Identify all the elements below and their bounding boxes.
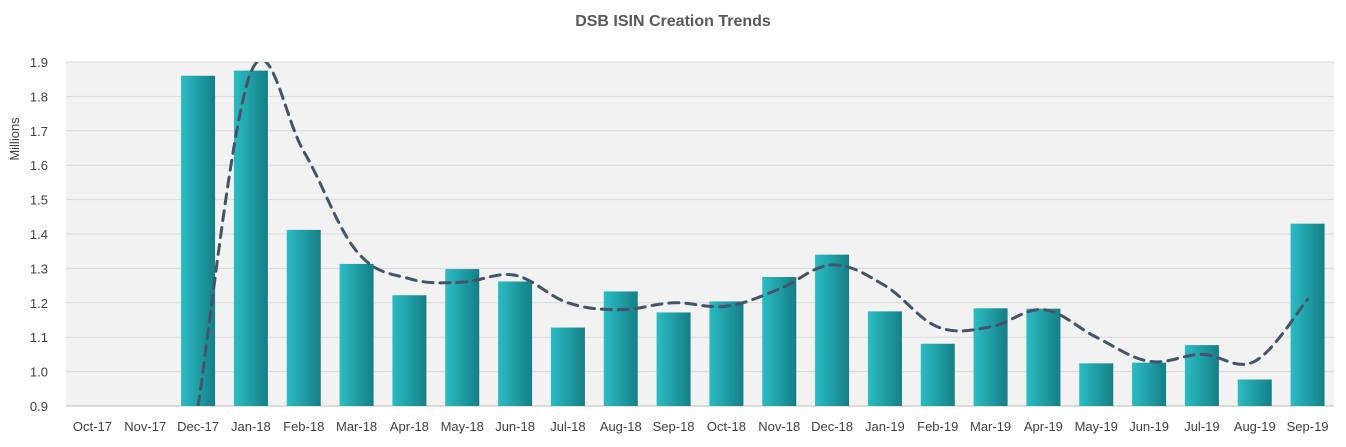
bar-feb-18 [286, 229, 321, 406]
bar-dec-18 [815, 254, 850, 406]
y-tick-label: 1.8 [30, 89, 48, 104]
bar-jan-19 [867, 311, 902, 406]
x-tick-label: Sep-18 [653, 419, 695, 434]
y-tick-label: 1.2 [30, 296, 48, 311]
y-tick-label: 1.5 [30, 193, 48, 208]
x-tick-label: Jan-19 [865, 419, 905, 434]
x-tick-label: Jan-18 [231, 419, 271, 434]
bar-dec-17 [181, 75, 216, 406]
x-tick-label: Dec-17 [177, 419, 219, 434]
bar-jan-18 [233, 70, 268, 406]
x-tick-label: Sep-19 [1287, 419, 1329, 434]
trend-line [196, 62, 1310, 406]
x-tick-label: May-19 [1075, 419, 1118, 434]
y-axis: 0.9 1.0 1.1 1.2 1.3 1.4 1.5 1.6 1.7 1.8 1.9 [30, 55, 48, 414]
bar-may-19 [1079, 363, 1114, 406]
y-tick-label: 1.0 [30, 365, 48, 380]
bar-feb-19 [920, 343, 955, 406]
x-tick-label: Apr-19 [1024, 419, 1063, 434]
x-tick-label: Feb-19 [917, 419, 958, 434]
y-tick-label: 1.3 [30, 261, 48, 276]
bar-aug-19 [1237, 379, 1272, 406]
y-tick-label: 1.4 [30, 227, 48, 242]
x-tick-label: Mar-18 [336, 419, 377, 434]
trend-line-series [196, 62, 1310, 406]
chart-title: DSB ISIN Creation Trends [575, 13, 771, 30]
y-tick-label: 1.7 [30, 124, 48, 139]
x-tick-label: Oct-17 [73, 419, 112, 434]
bar-sep-19 [1290, 223, 1325, 406]
bar-sep-18 [656, 312, 691, 406]
y-tick-label: 1.6 [30, 158, 48, 173]
x-tick-label: Feb-18 [283, 419, 324, 434]
x-axis: Oct-17 Nov-17 Dec-17 Jan-18 Feb-18 Mar-18 Apr-… [73, 419, 1329, 434]
x-tick-label: Mar-19 [970, 419, 1011, 434]
x-tick-label: May-18 [441, 419, 484, 434]
x-tick-label: Oct-18 [707, 419, 746, 434]
x-tick-label: Nov-17 [124, 419, 166, 434]
bar-oct-18 [709, 301, 744, 406]
bar-may-18 [445, 269, 480, 406]
bar-apr-18 [392, 295, 427, 406]
x-tick-label: Jun-19 [1129, 419, 1169, 434]
x-tick-label: Aug-18 [600, 419, 642, 434]
bar-jun-18 [498, 281, 533, 406]
y-tick-label: 0.9 [30, 399, 48, 414]
y-tick-label: 1.1 [30, 330, 48, 345]
bar-nov-18 [762, 277, 797, 406]
bar-mar-18 [339, 263, 374, 406]
y-tick-label: 1.9 [30, 55, 48, 70]
x-tick-label: Jul-18 [550, 419, 585, 434]
x-tick-label: Jun-18 [495, 419, 535, 434]
x-tick-label: Dec-18 [811, 419, 853, 434]
x-tick-label: Nov-18 [758, 419, 800, 434]
x-tick-label: Jul-19 [1184, 419, 1219, 434]
gridlines [66, 61, 1334, 407]
y-axis-title: Millions [7, 117, 22, 161]
bar-jul-18 [550, 327, 585, 406]
bar-jun-19 [1132, 362, 1167, 406]
x-tick-label: Apr-18 [390, 419, 429, 434]
bar-apr-19 [1026, 308, 1061, 406]
bar-series [181, 70, 1325, 406]
x-tick-label: Aug-19 [1234, 419, 1276, 434]
